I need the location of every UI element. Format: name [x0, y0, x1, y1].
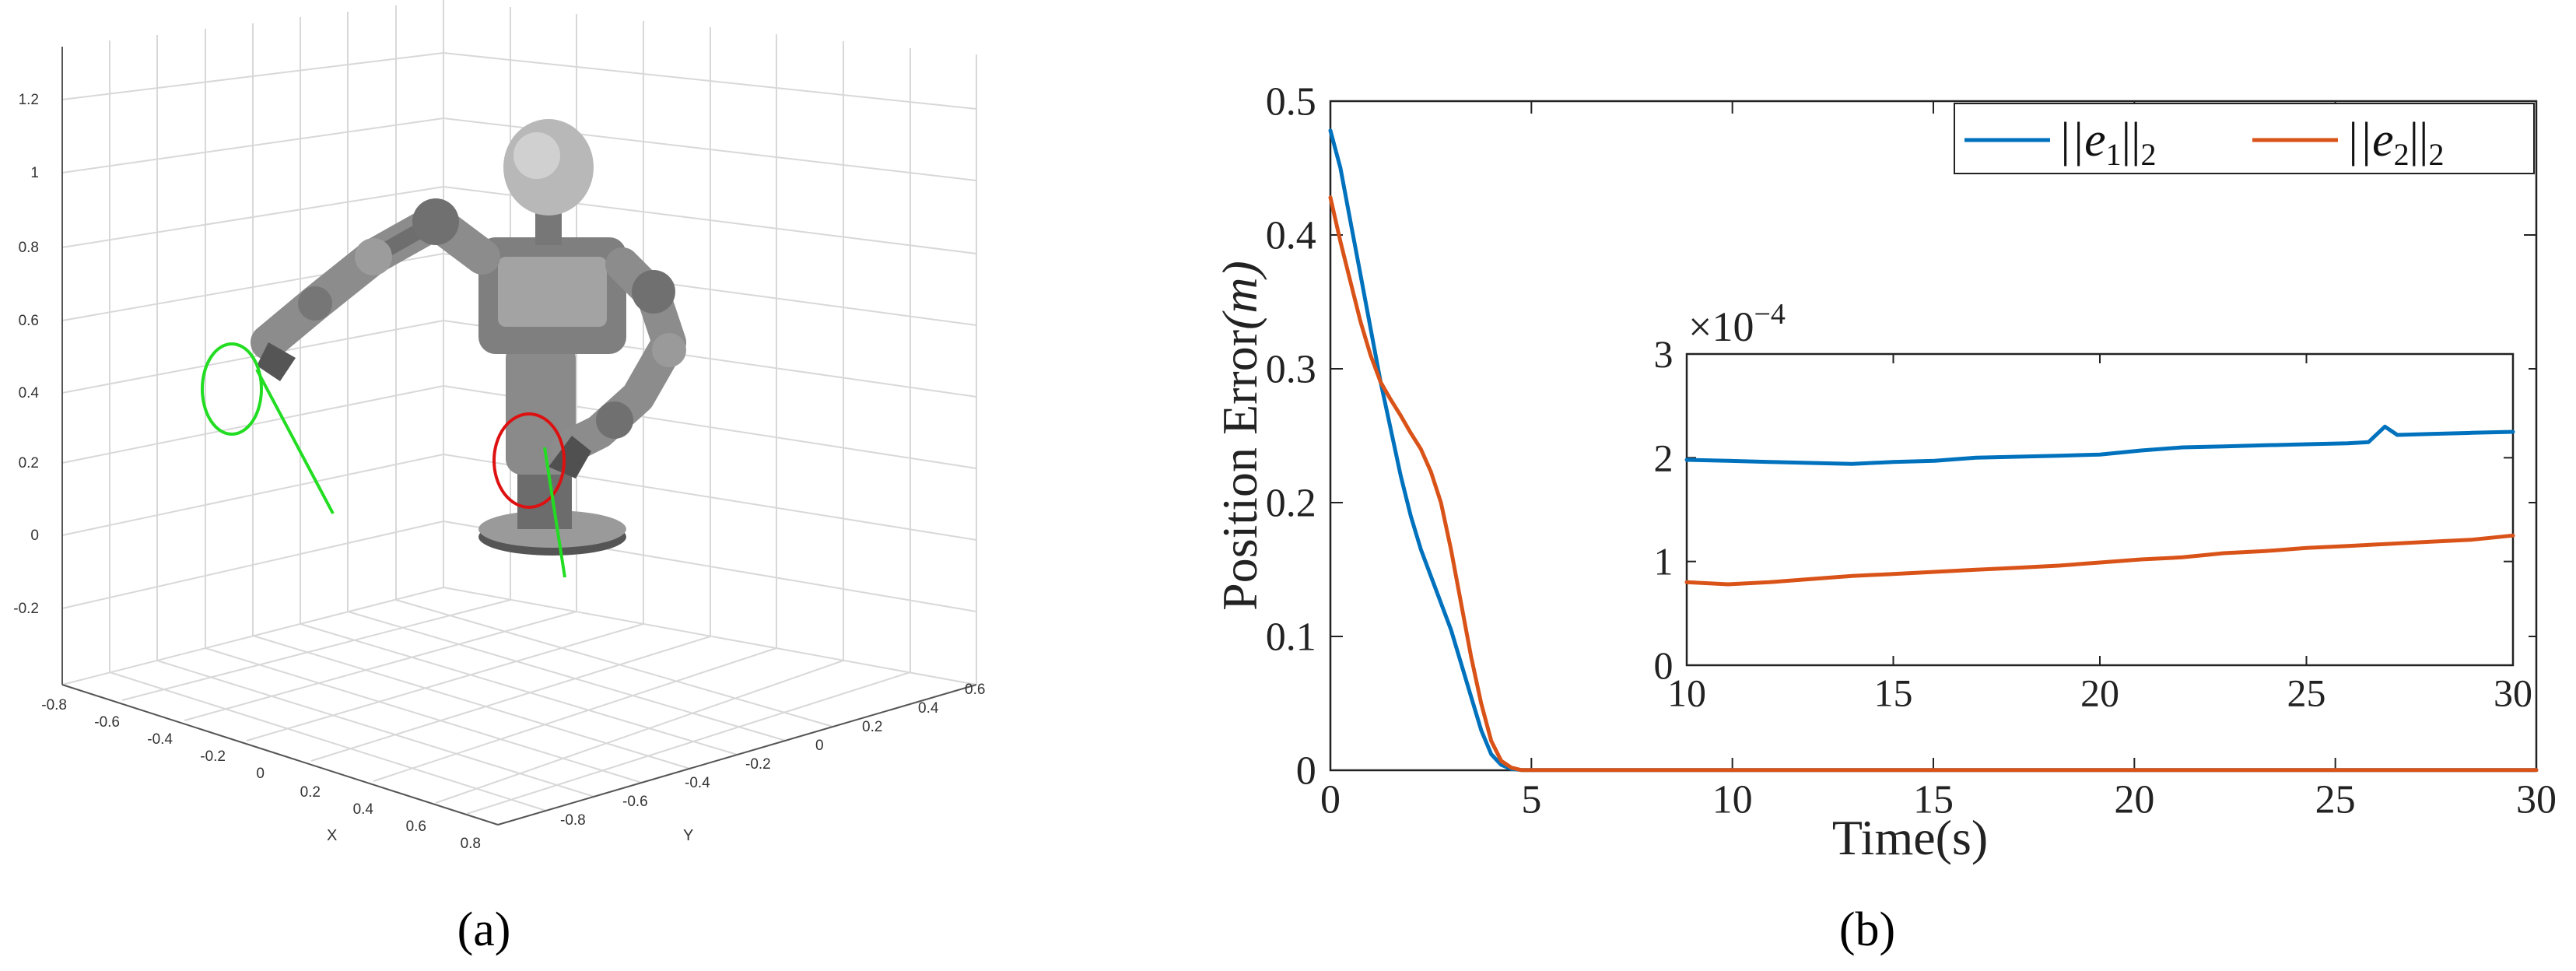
y-axis-label-text: Position Error [1212, 330, 1267, 611]
z-tick-label: 0.2 [19, 455, 39, 471]
inset-y-multiplier: ×10−4 [1688, 298, 1786, 350]
trajectory-circle-left [201, 342, 263, 436]
legend-box [1954, 103, 2535, 174]
main-y-tick-label: 0 [1296, 749, 1316, 794]
legend: ||e1||2 ||e2||2 [1954, 103, 2535, 174]
main-y-tick-label: 0.1 [1266, 615, 1316, 660]
main-x-tick-label: 10 [1712, 778, 1753, 822]
x-tick-label: 0.4 [353, 801, 374, 818]
y-tick-labels: -0.8 -0.6 -0.4 -0.2 0 0.2 0.4 0.6 [560, 682, 985, 829]
z-tick-label: 0 [30, 528, 39, 544]
inset-x-tick-label: 15 [1874, 671, 1913, 715]
inset-series-line-2 [1684, 533, 2515, 587]
y-tick-label: -0.6 [622, 794, 648, 810]
inset-y-tick-label: 3 [1654, 332, 1674, 376]
inset-y-tick-label: 1 [1654, 540, 1674, 584]
inset-axis-ticks: 10 15 20 25 30 0 1 2 3 [1654, 332, 2533, 715]
caption-b: (b) [1839, 903, 1895, 956]
humanoid-robot-illustration [251, 119, 686, 556]
inset-y-tick-label: 2 [1654, 436, 1674, 479]
main-series-line-2 [1328, 195, 2539, 773]
axis-lines [61, 47, 977, 826]
x-tick-labels: -0.8 -0.6 -0.4 -0.2 0 0.2 0.4 0.6 0.8 [41, 697, 481, 852]
z-tick-label: 0.4 [19, 385, 40, 401]
z-tick-label: 0.6 [19, 313, 39, 329]
z-tick-label: -0.2 [13, 601, 39, 617]
main-x-tick-label: 20 [2114, 778, 2154, 822]
main-y-axis-label: Position Error(m) [1212, 261, 1267, 611]
y-tick-label: -0.4 [685, 775, 710, 791]
inset-series-lines [1684, 424, 2515, 587]
main-x-tick-label: 25 [2315, 778, 2356, 822]
legend-label-series-1: ||e1||2 [2058, 114, 2156, 172]
y-tick-label: 0.2 [862, 719, 882, 735]
y-tick-label: -0.8 [560, 812, 586, 829]
main-x-tick-label: 0 [1320, 778, 1341, 822]
z-tick-label: 1.2 [19, 92, 39, 108]
caption-a: (a) [457, 903, 511, 956]
inset-series-line-1 [1684, 424, 2515, 466]
x-tick-label: -0.2 [200, 748, 226, 765]
y-tick-label: 0.6 [965, 682, 985, 698]
inset-y-tick-label: 0 [1654, 643, 1674, 687]
x-tick-label: -0.4 [147, 731, 173, 748]
x-tick-label: 0.2 [300, 784, 321, 801]
inset-x-tick-label: 10 [1667, 671, 1706, 715]
main-y-tick-label: 0.3 [1266, 348, 1316, 392]
inset-x-tick-label: 30 [2494, 671, 2532, 715]
y-tick-label: 0 [815, 738, 824, 754]
main-x-tick-label: 5 [1521, 778, 1541, 822]
x-tick-label: 0 [256, 766, 265, 782]
y-tick-label: 0.4 [918, 700, 939, 717]
x-tick-label: 0.6 [406, 819, 426, 835]
inset-x-tick-label: 20 [2080, 671, 2119, 715]
z-tick-label: 0.8 [19, 240, 39, 256]
trajectory-left-hand [201, 342, 335, 514]
trajectory-line-left [255, 369, 335, 514]
legend-label-series-2: ||e2||2 [2346, 114, 2444, 172]
y-axis-label: Y [683, 827, 693, 844]
main-x-axis-label: Time(s) [1832, 810, 1988, 865]
z-tick-label: 1 [30, 165, 39, 181]
x-tick-label: 0.8 [461, 836, 481, 852]
main-y-tick-label: 0.5 [1266, 80, 1316, 124]
x-tick-label: -0.8 [41, 697, 67, 713]
y-tick-label: -0.2 [745, 756, 771, 773]
trajectory-right-hand [492, 412, 566, 578]
main-series-lines [1328, 128, 2539, 773]
x-tick-label: -0.6 [94, 714, 120, 731]
main-x-tick-label: 15 [1913, 778, 1954, 822]
panel-a-3d-plot: 1.2 1 0.8 0.6 0.4 0.2 0 -0.2 -0.8 -0.6 -… [13, 0, 985, 852]
main-y-tick-label: 0.2 [1266, 482, 1316, 526]
x-axis-label: X [327, 827, 337, 844]
trajectory-circle-right [492, 412, 566, 509]
trajectory-line-right [543, 447, 566, 578]
inset-background [1642, 350, 2529, 669]
svg-text:Position Error(m): Position Error(m) [1212, 261, 1267, 611]
y-axis-label-unit: (m) [1212, 261, 1267, 330]
inset-x-tick-label: 25 [2287, 671, 2326, 715]
z-tick-labels: 1.2 1 0.8 0.6 0.4 0.2 0 -0.2 [13, 92, 39, 617]
main-x-tick-label: 30 [2516, 778, 2557, 822]
main-y-tick-label: 0.4 [1266, 214, 1316, 258]
